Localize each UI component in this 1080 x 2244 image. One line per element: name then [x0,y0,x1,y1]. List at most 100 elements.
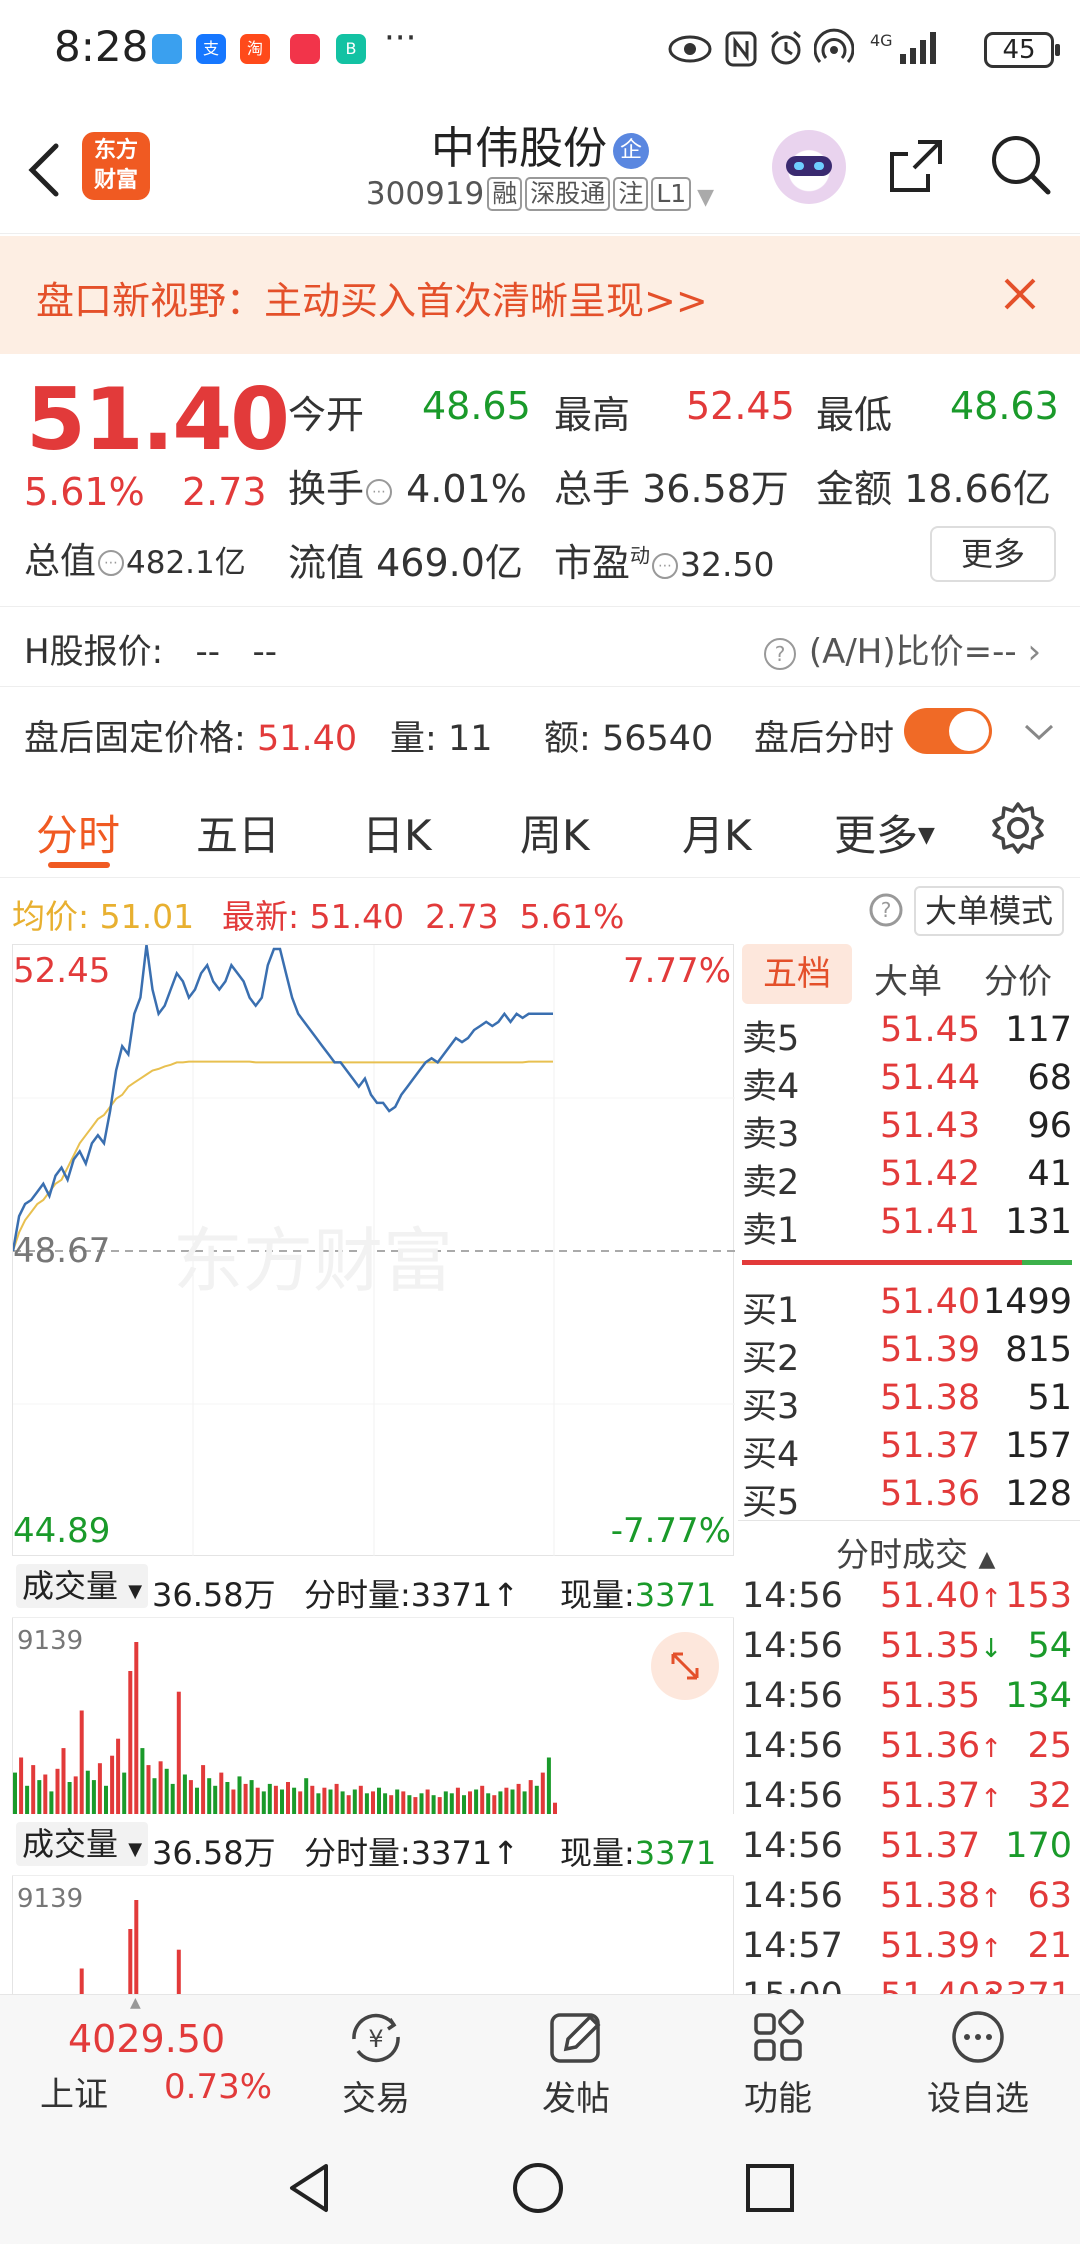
recents-square-icon[interactable] [742,2160,798,2216]
tick-volume: 54 [1027,1626,1072,1666]
volume-bar [358,1785,363,1814]
chevron-down-icon[interactable] [1022,720,1056,744]
volume-bars [13,1642,557,1814]
big-order-mode-button[interactable]: 大单模式 [914,886,1064,936]
arrow-up-icon: ↑ [980,1984,1002,1994]
tick-time: 14:56 [742,1826,843,1866]
caret-up-icon: ▲ [978,1547,996,1572]
back-icon[interactable] [22,140,66,200]
nav-trade[interactable]: ¥ 交易 [306,2009,446,2120]
buy-sell-ratio-bar [742,1260,1022,1265]
more-button[interactable]: 更多 [930,526,1056,582]
buy-row[interactable]: 买1 51.40 1499 [742,1282,1072,1331]
chevron-right-icon[interactable]: › [1027,632,1042,672]
volume-bar [261,1791,266,1814]
arrow-up-icon: ↑ [980,1734,1002,1764]
stock-code-row[interactable]: 300919 融深股通注 L1 ▼ [0,176,1080,212]
tab-daily-k[interactable]: 日K [362,811,432,860]
low-value: 48.63 [950,384,1059,428]
nav-functions[interactable]: 功能 [708,2009,848,2120]
sell-row[interactable]: 卖1 51.41 131 [742,1202,1072,1251]
volume-bar [255,1787,260,1814]
volume-bar [201,1765,206,1814]
hotspot-icon [814,28,854,64]
divider [0,686,1080,687]
info-icon[interactable]: ⋯ [98,550,125,576]
home-circle-icon[interactable] [510,2160,566,2216]
alarm-icon [771,30,801,65]
open-value: 48.65 [422,384,531,428]
tab-more[interactable]: 更多▼ [834,802,935,863]
volume-bar [140,1748,145,1814]
avg-price-line [13,1060,553,1252]
chevron-down-icon[interactable]: ▼ [697,185,715,210]
back-triangle-icon[interactable] [282,2160,338,2216]
sell-row[interactable]: 卖2 51.42 41 [742,1154,1072,1203]
volume-indicator-select-2[interactable]: 成交量 ▼ [16,1822,149,1866]
tab-weekly-k[interactable]: 周K [520,811,590,860]
stock-title[interactable]: 中伟股份企 [0,112,1080,176]
pe-value: 32.50 [680,545,775,584]
sell-row[interactable]: 卖5 51.45 117 [742,1010,1072,1059]
assistant-avatar[interactable] [772,130,846,204]
buy-row[interactable]: 买4 51.37 157 [742,1426,1072,1475]
volume-bar [13,1772,17,1814]
volume-bar [443,1791,448,1814]
tick-price: 51.36↑ [880,1726,1002,1766]
nav-post[interactable]: 发帖 [506,2009,646,2120]
buy-row[interactable]: 买3 51.38 51 [742,1378,1072,1427]
gear-icon[interactable] [990,800,1046,856]
volume-chart-2[interactable]: 9139 [12,1876,734,1994]
intraday-chart[interactable]: 东方财富 52.45 7.77% 48.67 44.89 -7.77% [12,944,735,1557]
volume-bar [401,1791,406,1814]
current-label: 现量: [560,1834,635,1872]
volume-bar [395,1789,400,1814]
expand-button[interactable] [651,1632,719,1700]
volume-bar [462,1795,466,1814]
volume-bar [540,1772,545,1814]
help-icon[interactable]: ? [764,638,796,670]
sell-row[interactable]: 卖3 51.43 96 [742,1106,1072,1155]
volume-bar [176,1949,181,1994]
volume-indicator-select[interactable]: 成交量 ▼ [16,1564,149,1608]
sell-row[interactable]: 卖4 51.44 68 [742,1058,1072,1107]
volume-bar [128,1671,133,1814]
tick-volume: 32 [1027,1776,1072,1816]
close-icon[interactable] [1000,274,1040,314]
volume-bar [498,1791,503,1814]
volume-bar [67,1782,72,1814]
ah-ratio[interactable]: ? (A/H)比价=-- › [762,624,1041,673]
share-icon[interactable] [884,134,948,198]
info-icon[interactable]: ⋯ [652,553,679,579]
open-label: 今开 [288,393,365,437]
tab-price-dist[interactable]: 分价 [984,962,1052,1002]
info-icon[interactable]: ⋯ [366,479,393,505]
buy-row[interactable]: 买2 51.39 815 [742,1330,1072,1379]
volume-bar [352,1789,357,1814]
tab-five-levels[interactable]: 五档 [742,944,852,1004]
search-icon[interactable] [988,132,1054,198]
tick-time: 14:56 [742,1576,843,1616]
buy-row[interactable]: 买5 51.36 128 [742,1474,1072,1523]
tab-intraday[interactable]: 分时 [36,811,121,860]
tab-big-orders[interactable]: 大单 [874,962,942,1002]
volume-chart-1[interactable]: 9139 [12,1618,734,1814]
banner-text[interactable]: 盘口新视野：主动买入首次清晰呈现>> [36,279,708,323]
index-widget[interactable]: ▲ 4029.50 上证 0.73% [0,1995,272,2125]
svg-text:¥: ¥ [368,2025,383,2053]
volume-bar [371,1791,375,1814]
ticks-title[interactable]: 分时成交 ▲ [836,1528,995,1576]
ah-amt-value: 56540 [601,719,714,759]
volume-bar [37,1780,42,1814]
after-hours-toggle[interactable] [904,708,992,754]
help-icon[interactable]: ? [868,892,904,928]
eye-icon [668,35,712,63]
nav-watchlist[interactable]: 设自选 [908,2009,1048,2120]
expand-icon [671,1652,699,1680]
tab-five-day[interactable]: 五日 [196,811,281,860]
tick-time: 14:57 [742,1926,843,1966]
promo-banner[interactable]: 盘口新视野：主动买入首次清晰呈现>> [0,236,1080,354]
volume-bar [225,1782,230,1814]
volume-bar [346,1795,351,1814]
tab-monthly-k[interactable]: 月K [682,811,752,860]
